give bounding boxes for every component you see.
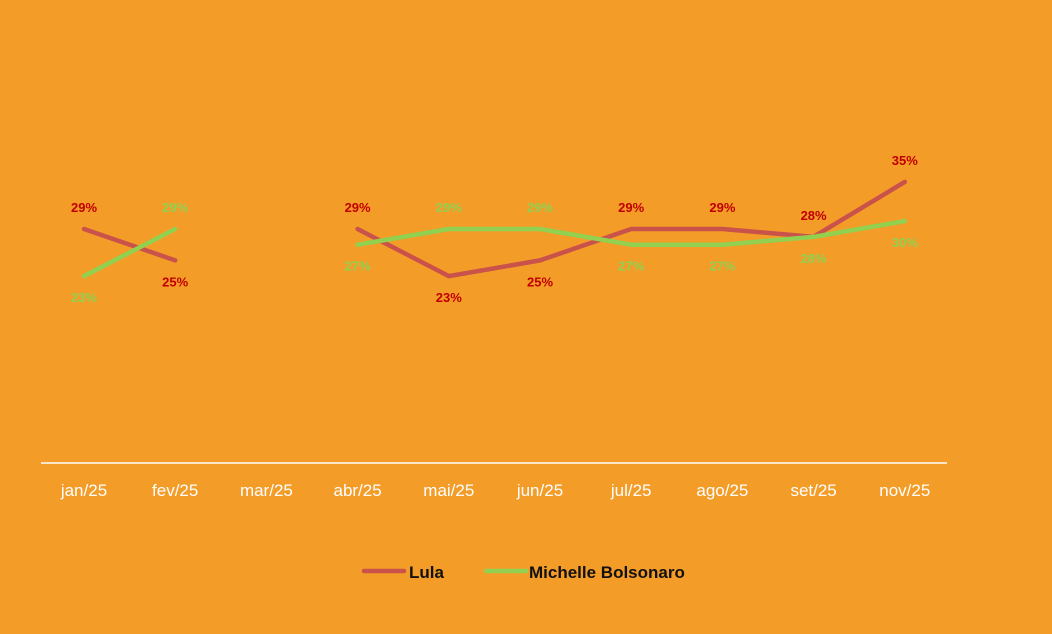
data-label-michelle-bolsonaro-6: 27% [618,259,644,274]
data-label-lula-5: 25% [527,274,553,289]
x-tick-label-2: mar/25 [240,481,293,500]
series-layer [81,179,908,279]
data-label-michelle-bolsonaro-9: 30% [892,235,918,250]
x-tick-label-6: jul/25 [610,481,652,500]
series-line-lula-0 [81,226,178,263]
legend-label-michelle-bolsonaro: Michelle Bolsonaro [529,563,685,582]
data-labels: 29% 23% 25% 29% 29% 27% 23% 29% 25% 29% 29% 27% 29% 2… [71,153,918,305]
data-label-lula-7: 29% [709,200,735,215]
data-label-michelle-bolsonaro-8: 28% [801,251,827,266]
x-tick-label-3: abr/25 [333,481,381,500]
x-tick-label-5: jun/25 [516,481,563,500]
data-label-michelle-bolsonaro-5: 29% [527,200,553,215]
legend-label-lula: Lula [409,563,444,582]
x-tick-label-1: fev/25 [152,481,198,500]
data-label-michelle-bolsonaro-1: 29% [162,200,188,215]
x-tick-label-4: mai/25 [423,481,474,500]
data-label-michelle-bolsonaro-3: 27% [345,259,371,274]
data-label-michelle-bolsonaro-0: 23% [71,290,97,305]
data-label-lula-3: 29% [345,200,371,215]
data-label-lula-8: 28% [801,208,827,223]
data-label-michelle-bolsonaro-4: 29% [436,200,462,215]
legend: Lula Michelle Bolsonaro [361,563,685,582]
series-line-michelle-bolsonaro-0 [81,226,178,279]
data-label-lula-9: 35% [892,153,918,168]
data-label-michelle-bolsonaro-7: 27% [709,259,735,274]
data-label-lula-1: 25% [162,274,188,289]
data-label-lula-0: 29% [71,200,97,215]
series-line-michelle-bolsonaro-1 [355,218,908,247]
x-axis-ticks: jan/25 fev/25 mar/25 abr/25 mai/25 jun/25 jul/… [60,481,930,500]
x-tick-label-7: ago/25 [696,481,748,500]
x-tick-label-0: jan/25 [60,481,107,500]
data-label-lula-4: 23% [436,290,462,305]
x-tick-label-9: nov/25 [879,481,930,500]
x-tick-label-8: set/25 [790,481,836,500]
data-label-lula-6: 29% [618,200,644,215]
